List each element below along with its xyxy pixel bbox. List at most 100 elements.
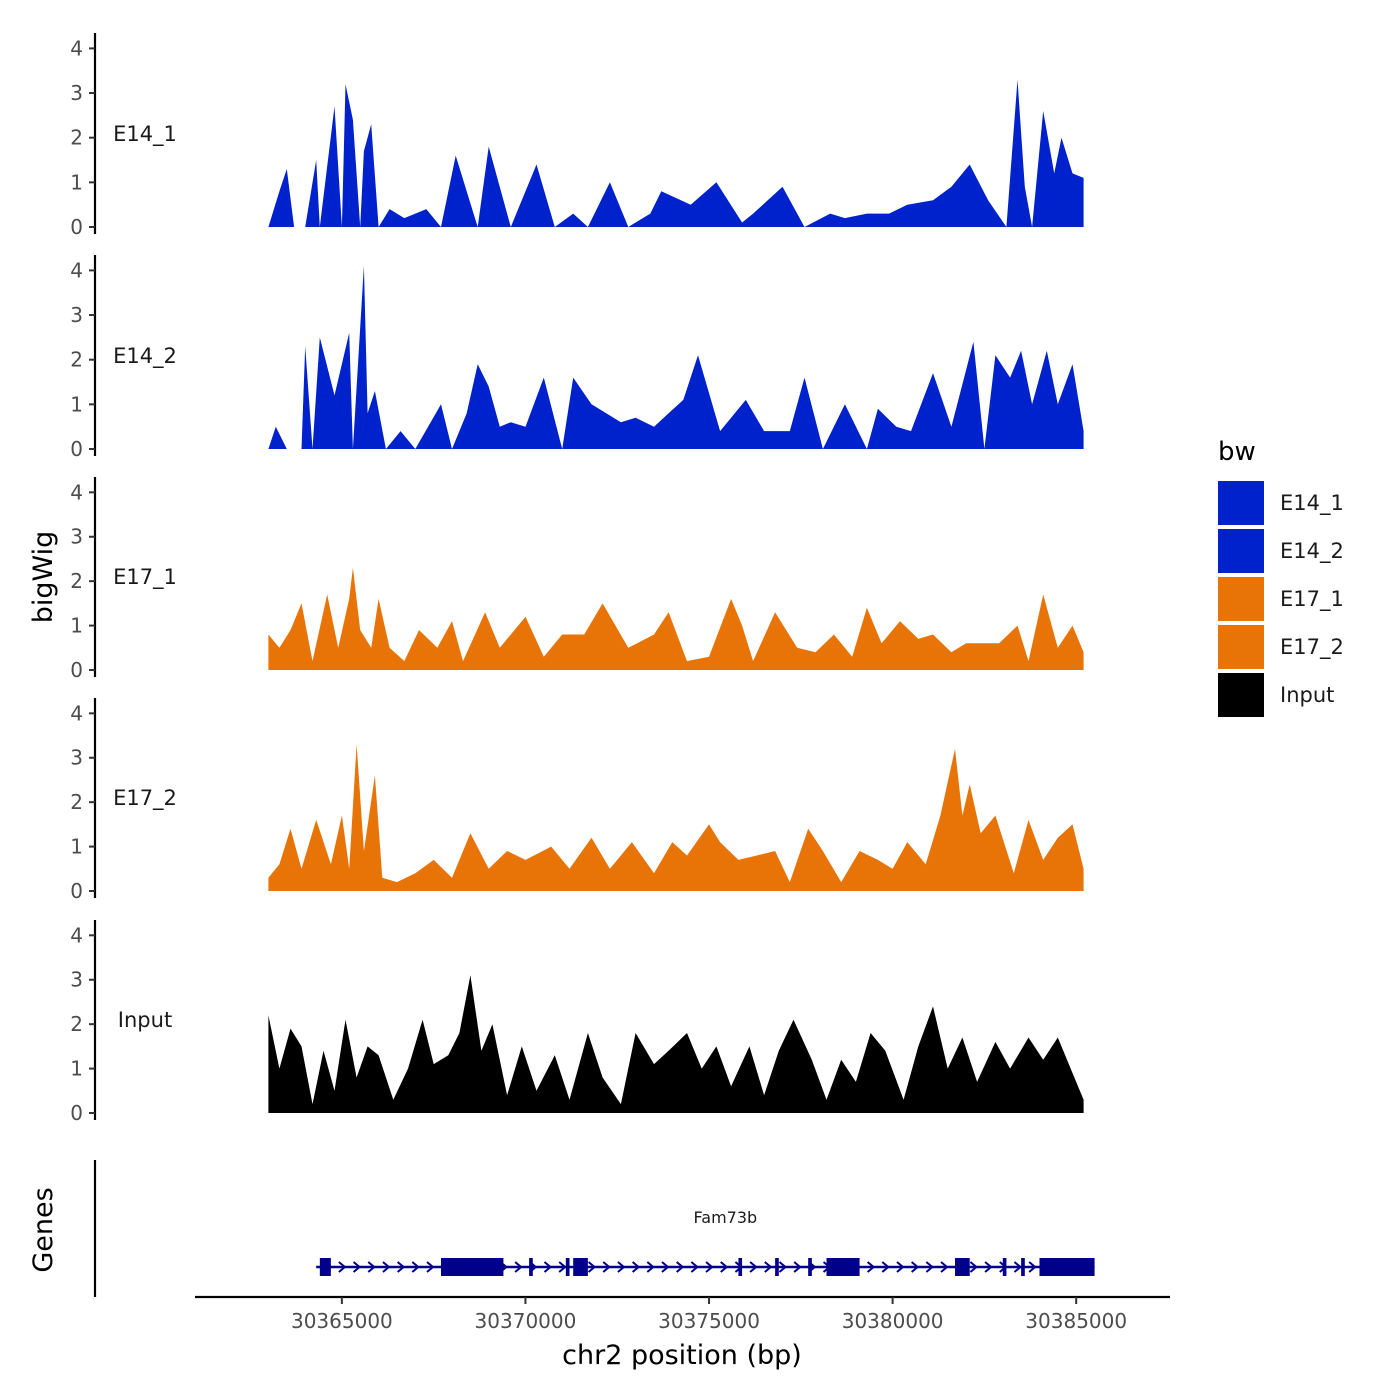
x-tick-label: 30370000: [475, 1309, 577, 1333]
y-tick-label: 0: [70, 1101, 83, 1125]
legend-item-e14-2: E14_2: [1218, 529, 1344, 573]
signal-area: [268, 744, 1084, 891]
strand-arrow: [778, 1261, 788, 1273]
strand-arrow: [896, 1261, 905, 1273]
y-tick-label: 1: [70, 1057, 83, 1081]
gene-exon: [775, 1258, 779, 1276]
track-e14-1: 0 1 2 3 4 E14_1: [70, 33, 1084, 239]
gene-exon: [573, 1258, 588, 1276]
strand-arrow: [749, 1261, 758, 1273]
strand-arrow: [367, 1261, 376, 1273]
legend-item-input: Input: [1218, 673, 1334, 717]
y-tick-label: 2: [70, 1012, 83, 1036]
legend-title: bw: [1218, 437, 1256, 467]
y-tick-label: 4: [70, 701, 83, 725]
y-tick-label: 1: [70, 392, 83, 416]
y-tick-label: 0: [70, 658, 83, 682]
y-axis-title: bigWig: [28, 531, 59, 624]
track-label: Input: [118, 1008, 172, 1032]
x-axis: 30365000 30370000 30375000 30380000 30385000: [195, 1295, 1170, 1333]
gene-exon: [738, 1258, 743, 1276]
x-tick-label: 30375000: [658, 1309, 760, 1333]
y-tick-label: 3: [70, 81, 83, 105]
legend-swatch: [1218, 529, 1264, 573]
track-e17-2: 0 1 2 3 4 E17_2: [70, 698, 1084, 903]
gene-exon: [955, 1258, 970, 1276]
x-tick-label: 30380000: [842, 1309, 944, 1333]
signal-tracks: 0 1 2 3 4 E14_1 0 1 2 3 4 E14_2 0 1 2 3 4 E17_1 0 1 2 3 4 E17_2…: [70, 33, 1084, 1125]
gene-exon: [529, 1258, 533, 1276]
strand-arrow: [881, 1261, 890, 1273]
strand-arrow: [602, 1261, 611, 1273]
strand-arrow: [617, 1261, 626, 1273]
strand-arrow: [866, 1261, 876, 1273]
gene-exon: [808, 1258, 812, 1276]
y-tick-label: 3: [70, 968, 83, 992]
genes-panel-title: Genes: [28, 1187, 59, 1272]
strand-arrow: [676, 1261, 685, 1273]
y-tick-label: 4: [70, 923, 83, 947]
legend-item-e14-1: E14_1: [1218, 481, 1344, 525]
x-axis-title: chr2 position (bp): [562, 1340, 802, 1371]
track-e17-1: 0 1 2 3 4 E17_1: [70, 477, 1084, 682]
track-label: E17_2: [113, 786, 177, 811]
track-e14-2: 0 1 2 3 4 E14_2: [70, 255, 1084, 461]
y-tick-label: 1: [70, 835, 83, 859]
strand-arrow: [382, 1261, 391, 1273]
y-tick-label: 2: [70, 790, 83, 814]
strand-arrow: [426, 1261, 435, 1273]
x-tick-label: 30385000: [1025, 1309, 1127, 1333]
strand-arrow: [558, 1261, 567, 1273]
legend-item-e17-2: E17_2: [1218, 625, 1344, 669]
strand-arrow: [911, 1261, 920, 1273]
strand-arrow: [661, 1261, 670, 1273]
legend-label: E14_2: [1280, 539, 1344, 564]
track-label: E17_1: [113, 565, 177, 590]
strand-arrow: [543, 1261, 553, 1273]
y-tick-label: 3: [70, 746, 83, 770]
strand-arrow: [969, 1261, 978, 1273]
strand-arrow: [338, 1261, 347, 1273]
legend-label: E14_1: [1280, 491, 1344, 516]
strand-arrow: [705, 1261, 714, 1273]
signal-area: [268, 975, 1084, 1113]
y-tick-label: 0: [70, 879, 83, 903]
strand-arrow: [940, 1261, 949, 1273]
strand-arrow: [1028, 1261, 1037, 1273]
track-input: 0 1 2 3 4 Input: [70, 920, 1084, 1125]
gene-exon: [1002, 1258, 1007, 1276]
strand-arrow: [720, 1261, 729, 1273]
strand-arrow: [411, 1261, 420, 1273]
gene-exon: [319, 1258, 331, 1276]
track-label: E14_2: [113, 344, 177, 369]
y-tick-label: 1: [70, 614, 83, 638]
strand-arrow: [396, 1261, 406, 1273]
genes-panel: Fam73b: [93, 1160, 1095, 1297]
y-tick-label: 1: [70, 170, 83, 194]
y-tick-label: 3: [70, 303, 83, 327]
y-tick-label: 4: [70, 480, 83, 504]
y-tick-label: 2: [70, 569, 83, 593]
signal-area: [268, 79, 1084, 227]
legend-label: E17_2: [1280, 635, 1344, 660]
legend-item-e17-1: E17_1: [1218, 577, 1344, 621]
gene-exon: [1039, 1258, 1095, 1276]
gene-exon: [1021, 1258, 1025, 1276]
y-tick-label: 0: [70, 437, 83, 461]
legend: bw E14_1 E14_2 E17_1 E17_2 Input: [1218, 437, 1344, 717]
legend-swatch: [1218, 481, 1264, 525]
y-tick-label: 2: [70, 126, 83, 150]
track-label: E14_1: [113, 122, 177, 147]
legend-label: Input: [1280, 683, 1334, 707]
y-tick-label: 4: [70, 36, 83, 60]
signal-area: [268, 265, 1084, 449]
gene-exon: [826, 1258, 860, 1276]
y-tick-label: 4: [70, 258, 83, 282]
strand-arrow: [925, 1261, 934, 1273]
strand-arrow: [514, 1261, 523, 1273]
y-tick-label: 3: [70, 525, 83, 549]
strand-arrow: [352, 1261, 362, 1273]
strand-arrow: [646, 1261, 655, 1273]
legend-label: E17_1: [1280, 587, 1344, 612]
